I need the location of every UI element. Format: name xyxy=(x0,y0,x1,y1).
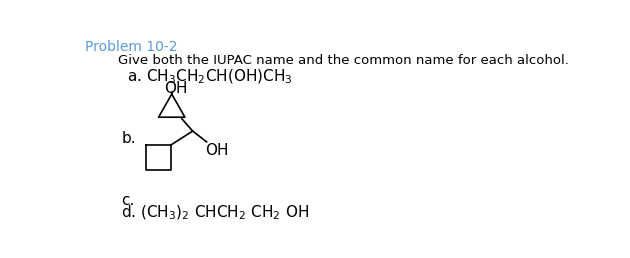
Text: b.: b. xyxy=(122,131,136,146)
Text: c.: c. xyxy=(122,193,135,208)
Text: OH: OH xyxy=(205,143,229,158)
Text: Give both the IUPAC name and the common name for each alcohol.: Give both the IUPAC name and the common … xyxy=(118,54,568,67)
Text: a. $\mathregular{CH_3CH_2CH(OH)CH_3}$: a. $\mathregular{CH_3CH_2CH(OH)CH_3}$ xyxy=(127,67,292,86)
Text: Problem 10-2: Problem 10-2 xyxy=(85,40,178,54)
Text: OH: OH xyxy=(164,81,188,96)
Text: d. $\mathregular{(CH_3)_2\ CHCH_2\ CH_2\ OH}$: d. $\mathregular{(CH_3)_2\ CHCH_2\ CH_2\… xyxy=(122,204,309,222)
